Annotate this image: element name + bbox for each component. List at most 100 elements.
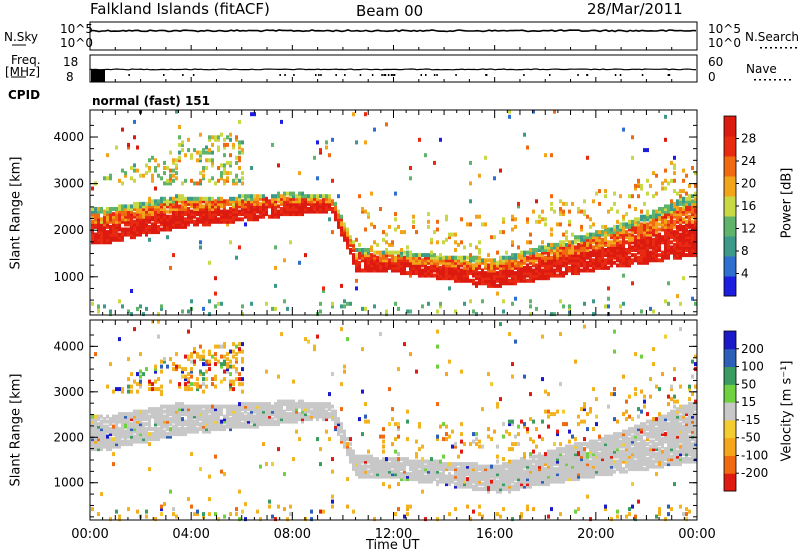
echo-cell [511,464,514,469]
echo-cell [535,472,538,477]
echo-cell [142,173,145,178]
echo-cell [364,227,367,232]
echo-cell [169,379,172,384]
echo-cell [403,464,406,469]
echo-cell [682,250,685,255]
echo-cell [124,230,127,235]
echo-cell [301,209,304,214]
echo-cell [202,196,205,201]
echo-cell [220,404,223,409]
echo-cell [385,268,388,273]
echo-cell [190,352,193,357]
echo-cell [568,309,571,314]
echo-cell [628,232,631,237]
echo-cell [466,271,469,276]
echo-cell [616,258,619,263]
echo-cell [655,227,658,232]
echo-cell [694,171,697,176]
echo-cell [274,306,277,311]
echo-cell [358,457,361,462]
echo-cell [625,248,628,252]
echo-cell [382,268,385,273]
echo-cell [331,301,334,306]
echo-cell [562,209,565,214]
echo-cell [208,207,211,211]
echo-cell [238,349,241,354]
echo-cell [490,382,493,387]
echo-cell [562,304,565,309]
echo-cell [373,224,376,229]
echo-cell [106,442,109,447]
echo-cell [595,242,598,247]
echo-cell [421,467,424,472]
echo-cell [694,242,697,247]
echo-cell [370,248,373,252]
echo-cell [193,404,196,409]
echo-cell [214,276,217,281]
echo-cell [295,201,298,206]
echo-cell [190,412,193,417]
echo-cell [94,442,97,447]
echo-cell [424,153,427,158]
echo-cell [685,222,688,227]
echo-cell [208,260,211,265]
echo-cell [529,299,532,304]
nave-dot [577,74,579,76]
echo-cell [295,207,298,211]
echo-cell [631,230,634,235]
echo-cell [688,207,691,211]
echo-cell [109,429,112,434]
echo-cell [556,242,559,247]
echo-cell [346,301,349,306]
echo-cell [304,412,307,417]
echo-cell [520,469,523,474]
echo-cell [235,199,238,204]
echo-cell [589,217,592,222]
echo-cell [373,260,376,265]
echo-cell [226,160,229,165]
echo-cell [154,224,157,229]
echo-cell [235,344,238,349]
echo-cell [118,439,121,444]
echo-cell [343,432,346,437]
echo-cell [490,271,493,276]
echo-cell [505,276,508,281]
echo-cell [340,434,343,439]
echo-cell [487,467,490,472]
echo-cell [550,194,553,199]
echo-cell [181,199,184,204]
echo-cell [460,278,463,283]
echo-cell [385,467,388,472]
echo-cell [199,207,202,211]
echo-cell [109,235,112,240]
echo-cell [430,469,433,474]
echo-cell [304,194,307,199]
echo-cell [577,260,580,265]
echo-cell [553,250,556,255]
echo-cell [601,232,604,237]
echo-cell [523,452,526,457]
echo-cell [214,404,217,409]
echo-cell [430,462,433,467]
nave-tick-top: 60 [708,55,724,69]
echo-cell [115,219,118,224]
echo-cell [643,232,646,237]
echo-cell [211,412,214,417]
echo-cell [208,209,211,214]
echo-cell [343,227,346,232]
echo-cell [463,273,466,278]
echo-cell [472,509,475,514]
echo-cell [274,199,277,204]
echo-cell [136,230,139,235]
echo-cell [262,201,265,206]
echo-cell [274,283,277,288]
echo-cell [529,253,532,258]
echo-cell [286,201,289,206]
echo-cell [127,427,130,432]
echo-cell [694,194,697,199]
echo-cell [316,407,319,412]
echo-cell [682,276,685,281]
echo-cell [139,379,142,384]
echo-cell [373,240,376,245]
echo-cell [175,224,178,229]
